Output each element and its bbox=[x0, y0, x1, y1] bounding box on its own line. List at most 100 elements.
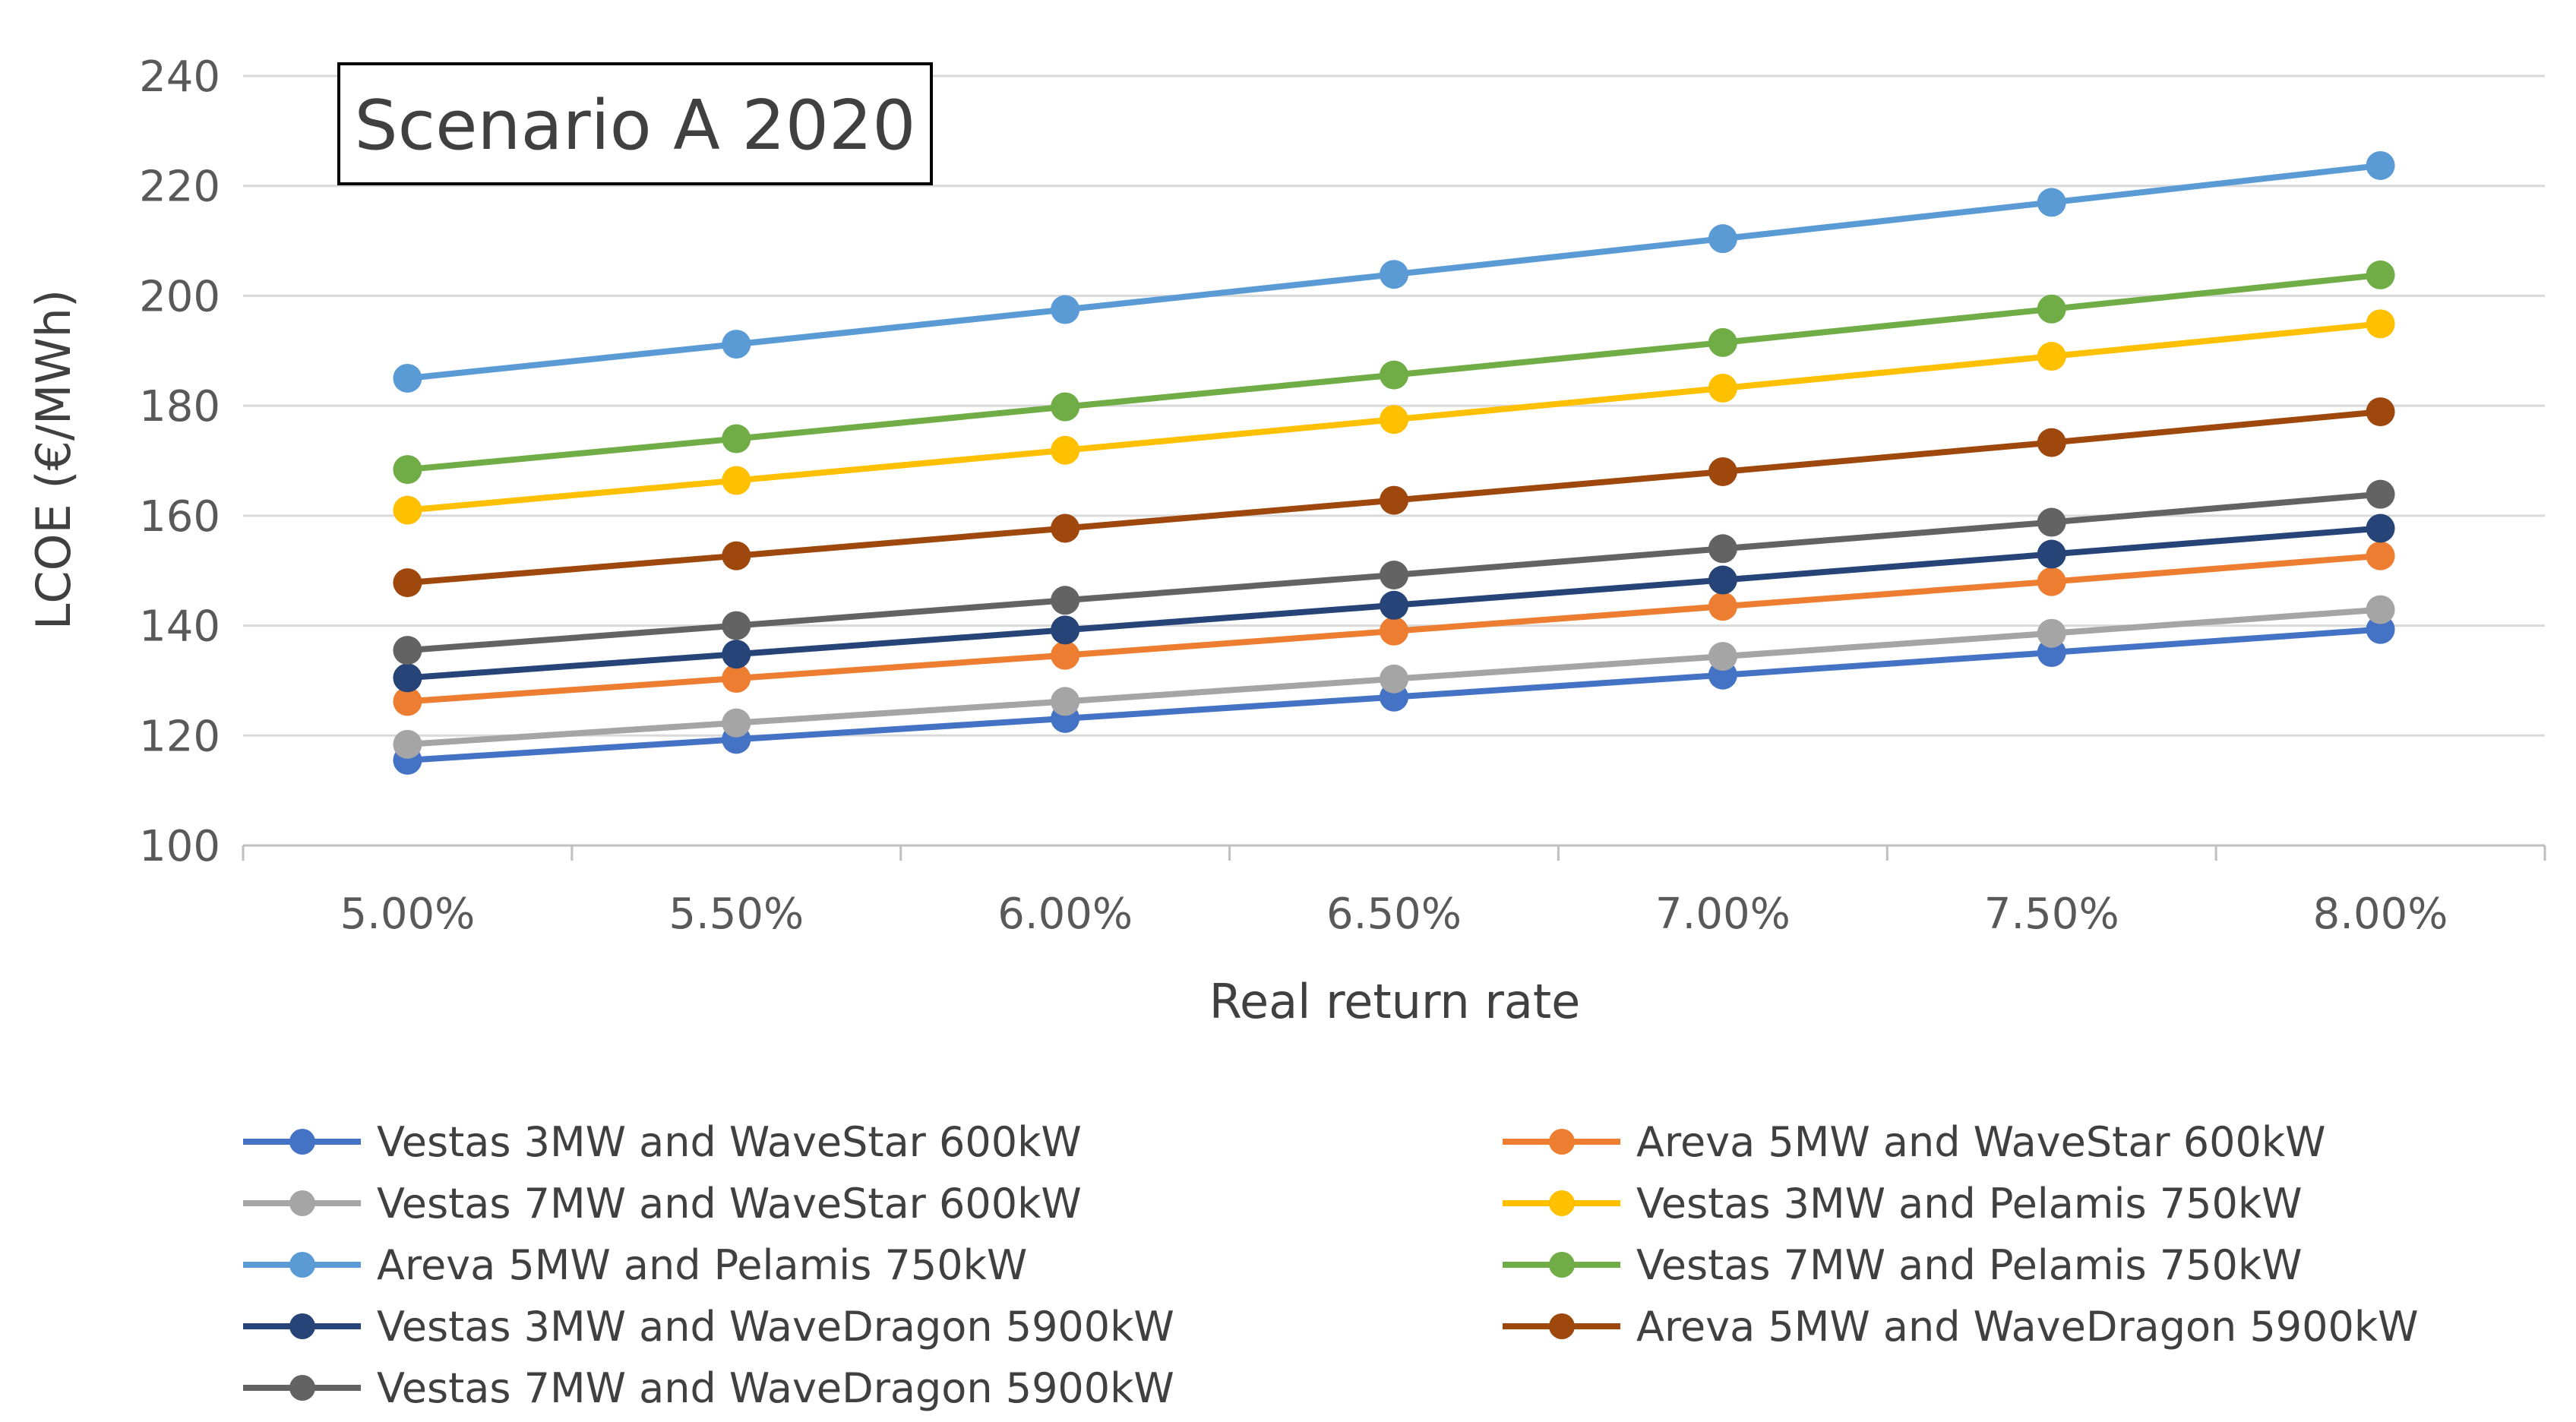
series-group bbox=[393, 309, 2395, 525]
data-point bbox=[2037, 539, 2066, 569]
chart-title-box: Scenario A 2020 bbox=[337, 62, 933, 185]
x-tick-label: 7.50% bbox=[1984, 890, 2119, 939]
data-point bbox=[393, 729, 422, 759]
legend-swatch-marker bbox=[289, 1375, 315, 1401]
legend-entry: Vestas 3MW and WaveDragon 5900kW bbox=[243, 1303, 1174, 1351]
series-group bbox=[393, 260, 2395, 485]
series-group bbox=[393, 479, 2395, 665]
legend-label: Vestas 3MW and Pelamis 750kW bbox=[1636, 1180, 2303, 1228]
y-tick-label: 140 bbox=[139, 602, 220, 652]
y-tick-label: 180 bbox=[139, 382, 220, 431]
legend-swatch-marker bbox=[1549, 1129, 1575, 1155]
data-point bbox=[1380, 260, 1408, 289]
legend-entry: Areva 5MW and WaveDragon 5900kW bbox=[1503, 1303, 2419, 1351]
data-point bbox=[393, 495, 422, 525]
data-point bbox=[1380, 485, 1408, 515]
data-point bbox=[2037, 567, 2066, 596]
data-point bbox=[1380, 405, 1408, 434]
legend-entry: Vestas 3MW and WaveStar 600kW bbox=[243, 1118, 1082, 1166]
legend-entry: Vestas 3MW and Pelamis 750kW bbox=[1503, 1180, 2303, 1228]
legend-swatch-marker bbox=[1549, 1313, 1575, 1339]
legend-entry: Vestas 7MW and WaveDragon 5900kW bbox=[243, 1364, 1174, 1412]
legend-swatch-marker bbox=[289, 1190, 315, 1216]
data-point bbox=[1051, 295, 1080, 324]
data-point bbox=[2037, 188, 2066, 217]
data-point bbox=[722, 466, 751, 495]
data-point bbox=[393, 363, 422, 393]
data-point bbox=[1051, 435, 1080, 465]
x-tick-label: 6.00% bbox=[997, 890, 1133, 939]
series-group bbox=[393, 541, 2395, 716]
data-point bbox=[2366, 479, 2395, 509]
data-point bbox=[393, 663, 422, 693]
data-point bbox=[393, 687, 422, 716]
data-point bbox=[2366, 397, 2395, 427]
data-point bbox=[1051, 615, 1080, 645]
data-point bbox=[1708, 565, 1737, 595]
legend-swatch-marker bbox=[289, 1129, 315, 1155]
legend-entry: Areva 5MW and WaveStar 600kW bbox=[1503, 1118, 2326, 1166]
legend-entry: Areva 5MW and Pelamis 750kW bbox=[243, 1241, 1027, 1289]
data-point bbox=[722, 541, 751, 570]
y-axis-title: LCOE (€/MWh) bbox=[26, 289, 81, 630]
chart-title-frame bbox=[337, 62, 933, 185]
data-point bbox=[1380, 590, 1408, 620]
y-tick-label: 160 bbox=[139, 492, 220, 542]
legend-label: Vestas 7MW and WaveStar 600kW bbox=[377, 1180, 1082, 1228]
data-point bbox=[1708, 457, 1737, 486]
data-point bbox=[722, 664, 751, 694]
series-group bbox=[393, 514, 2395, 693]
data-point bbox=[393, 455, 422, 485]
series-lines bbox=[393, 150, 2395, 775]
series-group bbox=[393, 397, 2395, 598]
data-point bbox=[2366, 595, 2395, 624]
data-point bbox=[2037, 618, 2066, 648]
legend-label: Vestas 7MW and Pelamis 750kW bbox=[1636, 1241, 2303, 1289]
data-point bbox=[2366, 260, 2395, 289]
data-point bbox=[1380, 360, 1408, 390]
y-tick-label: 200 bbox=[139, 272, 220, 321]
data-point bbox=[1051, 586, 1080, 615]
axes: 100 120 140 160 180 200 220 240 5.00% 5.50% 6.00% 6… bbox=[139, 52, 2546, 939]
legend-label: Areva 5MW and Pelamis 750kW bbox=[377, 1241, 1027, 1289]
legend-swatch-marker bbox=[1549, 1252, 1575, 1278]
x-tick-label: 6.50% bbox=[1326, 890, 1462, 939]
legend-label: Areva 5MW and WaveStar 600kW bbox=[1636, 1118, 2326, 1166]
data-point bbox=[2037, 428, 2066, 457]
data-point bbox=[2037, 294, 2066, 324]
x-tick-label: 7.00% bbox=[1655, 890, 1791, 939]
data-point bbox=[722, 424, 751, 453]
legend: Vestas 3MW and WaveStar 600kW Areva 5MW a… bbox=[243, 1118, 2419, 1412]
legend-swatch-marker bbox=[289, 1252, 315, 1278]
x-tick-label: 8.00% bbox=[2313, 890, 2448, 939]
data-point bbox=[1051, 687, 1080, 716]
legend-entry: Vestas 7MW and WaveStar 600kW bbox=[243, 1180, 1082, 1228]
data-point bbox=[2037, 342, 2066, 371]
data-point bbox=[1708, 327, 1737, 357]
data-point bbox=[1051, 640, 1080, 670]
data-point bbox=[2366, 541, 2395, 570]
data-point bbox=[2366, 309, 2395, 339]
data-point bbox=[722, 640, 751, 669]
y-tick-label: 120 bbox=[139, 712, 220, 761]
data-point bbox=[393, 636, 422, 665]
y-tick-label: 240 bbox=[139, 52, 220, 102]
data-point bbox=[2366, 150, 2395, 180]
data-point bbox=[722, 611, 751, 640]
data-point bbox=[1708, 224, 1737, 254]
data-point bbox=[1051, 514, 1080, 543]
x-tick-label: 5.00% bbox=[340, 890, 475, 939]
data-point bbox=[1708, 592, 1737, 621]
legend-swatch-marker bbox=[1549, 1190, 1575, 1216]
legend-label: Vestas 3MW and WaveStar 600kW bbox=[377, 1118, 1082, 1166]
data-point bbox=[1380, 561, 1408, 590]
y-tick-label: 220 bbox=[139, 163, 220, 212]
legend-label: Areva 5MW and WaveDragon 5900kW bbox=[1636, 1303, 2419, 1351]
x-tick-label: 5.50% bbox=[668, 890, 804, 939]
data-point bbox=[1380, 664, 1408, 694]
x-axis-title: Real return rate bbox=[1209, 974, 1581, 1029]
series-group bbox=[393, 150, 2395, 393]
data-point bbox=[2366, 615, 2395, 644]
legend-label: Vestas 7MW and WaveDragon 5900kW bbox=[377, 1364, 1174, 1412]
